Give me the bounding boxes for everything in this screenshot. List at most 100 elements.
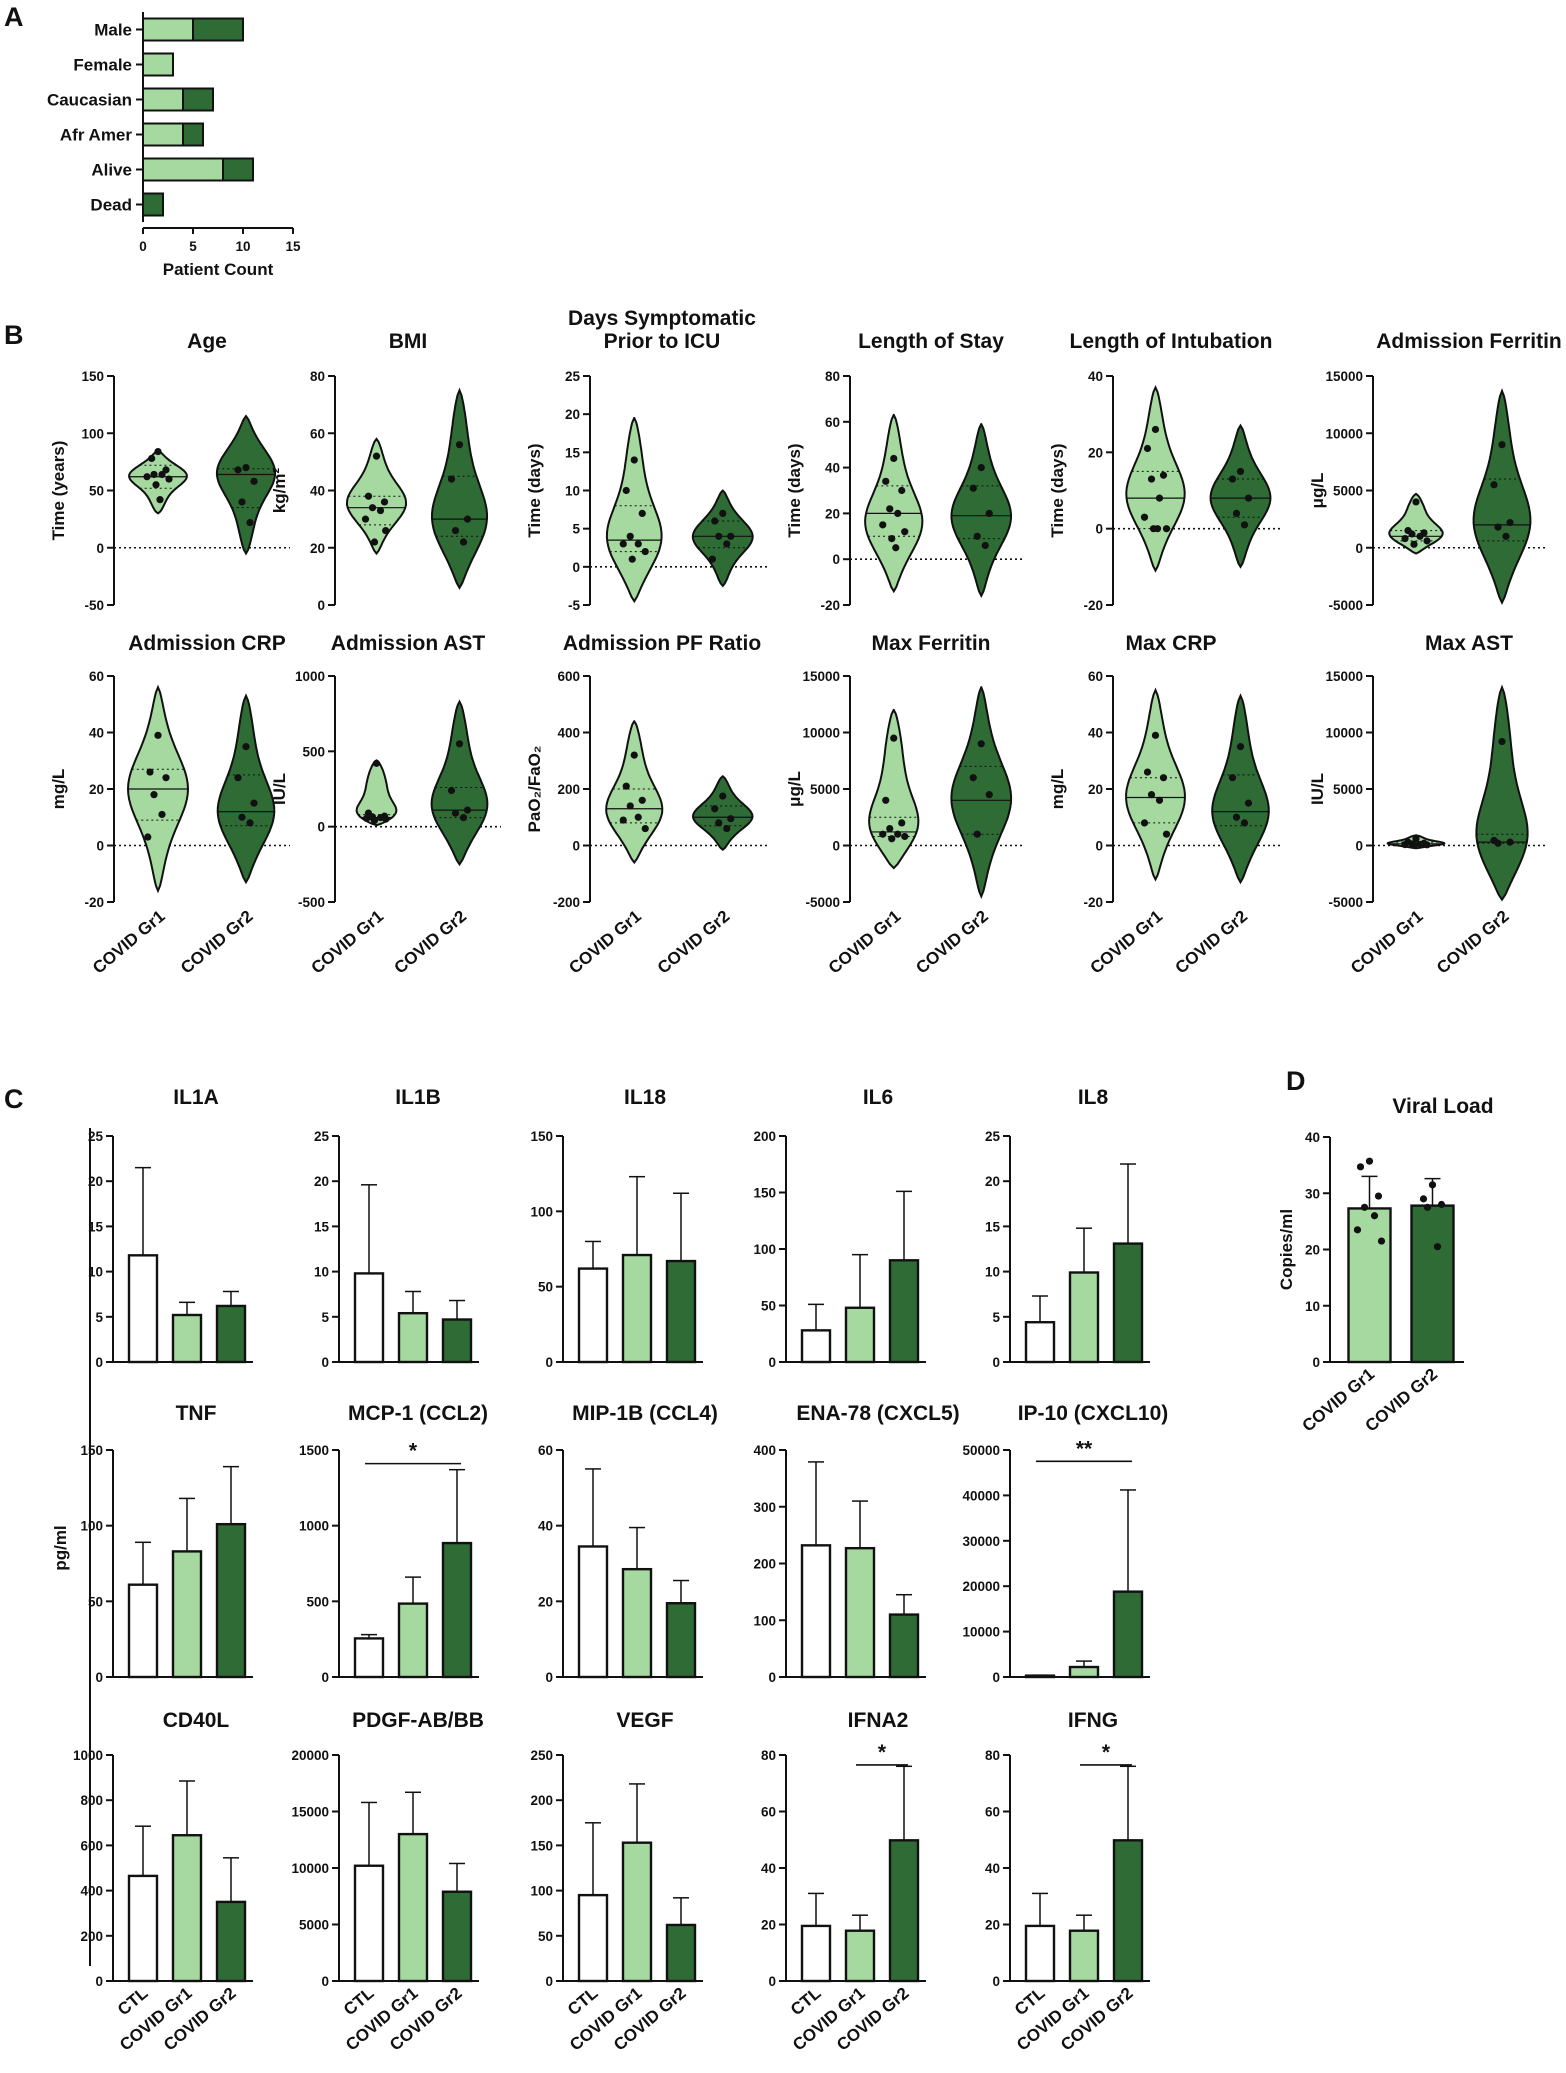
y-tick-label: 10000 bbox=[802, 726, 840, 741]
data-point bbox=[719, 509, 727, 517]
data-point bbox=[890, 454, 898, 463]
x-tick-label: 15 bbox=[285, 239, 301, 254]
y-tick-label: 20 bbox=[1088, 782, 1103, 797]
data-point bbox=[158, 810, 166, 819]
y-tick-label: 200 bbox=[753, 1129, 776, 1144]
y-tick-label: 0 bbox=[992, 1670, 1000, 1685]
data-point bbox=[1437, 1200, 1446, 1209]
bar bbox=[1112, 1242, 1144, 1364]
y-tick-label: 0 bbox=[1095, 839, 1103, 854]
y-tick-label: 40 bbox=[89, 726, 104, 741]
y-tick-label: 10000 bbox=[1325, 426, 1363, 441]
data-point bbox=[969, 774, 977, 782]
chart-b8: Admission AST -500 0 500 1000 IU/L COVID Gr1 CO… bbox=[270, 632, 501, 978]
category-label: COVID Gr1 bbox=[825, 907, 905, 978]
data-point bbox=[1140, 819, 1149, 827]
data-point bbox=[1412, 498, 1420, 506]
chart-b9: Admission PF Ratio -200 0 200 400 600 PaO₂/FaO… bbox=[525, 632, 767, 978]
data-point bbox=[879, 521, 887, 529]
y-axis-label: Time (years) bbox=[49, 441, 68, 541]
y-tick-label: 10 bbox=[985, 1265, 1000, 1280]
data-point bbox=[1244, 799, 1253, 807]
y-tick-label: 5 bbox=[95, 1310, 103, 1325]
data-point bbox=[455, 740, 464, 748]
panel-label-d: D bbox=[1286, 1066, 1306, 1096]
data-point bbox=[727, 815, 735, 823]
y-tick-label: 80 bbox=[310, 369, 325, 384]
y-axis-label: μg/L bbox=[785, 771, 804, 807]
data-point bbox=[1147, 475, 1156, 483]
data-point bbox=[977, 740, 985, 748]
bar bbox=[215, 1304, 247, 1364]
violin-shape bbox=[216, 693, 276, 885]
y-tick-label: 20 bbox=[985, 1174, 1000, 1189]
y-tick-label: 20 bbox=[88, 1174, 103, 1189]
y-tick-label: 0 bbox=[572, 839, 580, 854]
bar bbox=[1024, 1674, 1056, 1679]
category-label: COVID Gr2 bbox=[1172, 907, 1252, 978]
y-tick-label: -20 bbox=[1083, 598, 1103, 613]
data-point bbox=[1494, 523, 1502, 531]
y-tick-label: -5 bbox=[568, 598, 580, 613]
y-tick-label: -5000 bbox=[1328, 598, 1363, 613]
y-tick-label: 0 bbox=[545, 1974, 553, 1989]
chart-title: TNF bbox=[176, 1402, 217, 1425]
data-point bbox=[727, 532, 735, 540]
y-tick-label: 0 bbox=[832, 552, 840, 567]
chart-title: Admission CRP bbox=[128, 632, 286, 655]
y-tick-label: 15 bbox=[565, 445, 581, 460]
data-point bbox=[641, 547, 649, 556]
data-point bbox=[898, 486, 906, 495]
charts-layer: 0 5 10 15 Patient Count Male Female Caucasian Af… bbox=[47, 12, 1562, 2055]
data-point bbox=[892, 544, 900, 552]
category-label: COVID Gr2 bbox=[1433, 907, 1513, 978]
violin-shape bbox=[1472, 388, 1532, 606]
data-point bbox=[1365, 1157, 1374, 1165]
y-axis-label: Time (days) bbox=[1048, 443, 1067, 537]
data-point bbox=[1498, 441, 1506, 449]
data-point bbox=[1140, 513, 1149, 521]
bar bbox=[127, 1254, 159, 1364]
y-tick-label: 800 bbox=[80, 1793, 103, 1808]
data-point bbox=[1155, 796, 1164, 804]
category-label: COVID Gr2 bbox=[391, 907, 471, 978]
data-point bbox=[1240, 521, 1249, 529]
data-point bbox=[238, 813, 246, 821]
stacked-bar-segment bbox=[142, 87, 184, 112]
data-point bbox=[250, 799, 258, 807]
bar bbox=[353, 1272, 385, 1364]
data-point bbox=[888, 534, 896, 543]
y-tick-label: 40 bbox=[310, 484, 325, 499]
chart-title: Viral Load bbox=[1392, 1095, 1493, 1118]
y-tick-label: 400 bbox=[557, 726, 580, 741]
y-tick-label: 20000 bbox=[962, 1579, 1000, 1594]
y-tick-label: -20 bbox=[820, 598, 840, 613]
y-tick-label: 100 bbox=[530, 1884, 553, 1899]
y-tick-label: 80 bbox=[761, 1748, 776, 1763]
y-tick-label: 250 bbox=[530, 1748, 553, 1763]
x-axis-label: Patient Count bbox=[163, 260, 274, 279]
y-tick-label: 200 bbox=[530, 1793, 553, 1808]
data-point bbox=[370, 817, 379, 825]
data-point bbox=[156, 496, 164, 504]
data-point bbox=[723, 540, 731, 548]
y-tick-label: 0 bbox=[321, 1670, 329, 1685]
chart-title: IL1B bbox=[395, 1086, 441, 1109]
data-point bbox=[447, 475, 456, 483]
bar bbox=[1068, 1271, 1100, 1364]
bar bbox=[665, 1602, 697, 1679]
data-point bbox=[234, 466, 242, 474]
stacked-bar-segment bbox=[142, 122, 184, 147]
y-tick-label: 40 bbox=[1305, 1130, 1320, 1145]
y-tick-label: 5000 bbox=[1333, 484, 1363, 499]
y-tick-label: 100 bbox=[80, 1519, 103, 1534]
chart-title: IFNA2 bbox=[848, 1709, 909, 1732]
bar bbox=[621, 1253, 653, 1364]
data-point bbox=[628, 555, 636, 563]
y-tick-label: 0 bbox=[545, 1670, 553, 1685]
data-point bbox=[380, 498, 389, 506]
y-tick-label: -50 bbox=[84, 598, 104, 613]
